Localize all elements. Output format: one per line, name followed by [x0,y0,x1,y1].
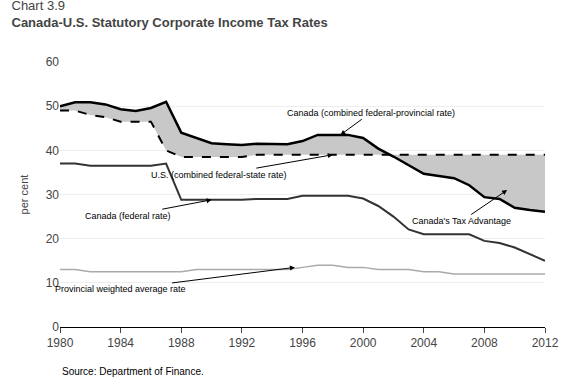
svg-text:Source: Department of Finance.: Source: Department of Finance. [62,366,204,377]
svg-text:1996: 1996 [289,336,316,350]
svg-text:2000: 2000 [350,336,377,350]
svg-text:40: 40 [46,144,60,158]
svg-text:1980: 1980 [47,336,74,350]
svg-text:Provincial weighted average ra: Provincial weighted average rate [55,284,186,294]
svg-text:Chart 3.9Canada-U.S. Statutory: Chart 3.9Canada-U.S. Statutory Corporate… [12,0,328,30]
svg-text:1984: 1984 [107,336,134,350]
svg-text:Canada's Tax Advantage: Canada's Tax Advantage [412,216,511,226]
svg-text:2012: 2012 [532,336,559,350]
svg-text:0: 0 [52,320,59,334]
svg-text:1992: 1992 [229,336,256,350]
svg-text:10: 10 [46,276,60,290]
svg-text:20: 20 [46,232,60,246]
svg-text:2008: 2008 [471,336,498,350]
svg-text:U.S. (combined federal-state r: U.S. (combined federal-state rate) [151,170,287,180]
svg-text:1988: 1988 [168,336,195,350]
svg-text:2004: 2004 [410,336,437,350]
svg-text:Canada (combined federal-provi: Canada (combined federal-provincial rate… [287,108,455,118]
svg-text:30: 30 [46,188,60,202]
svg-text:50: 50 [46,99,60,113]
svg-text:60: 60 [46,55,60,69]
svg-text:per cent: per cent [18,175,30,215]
svg-text:Canada (federal rate): Canada (federal rate) [85,211,171,221]
